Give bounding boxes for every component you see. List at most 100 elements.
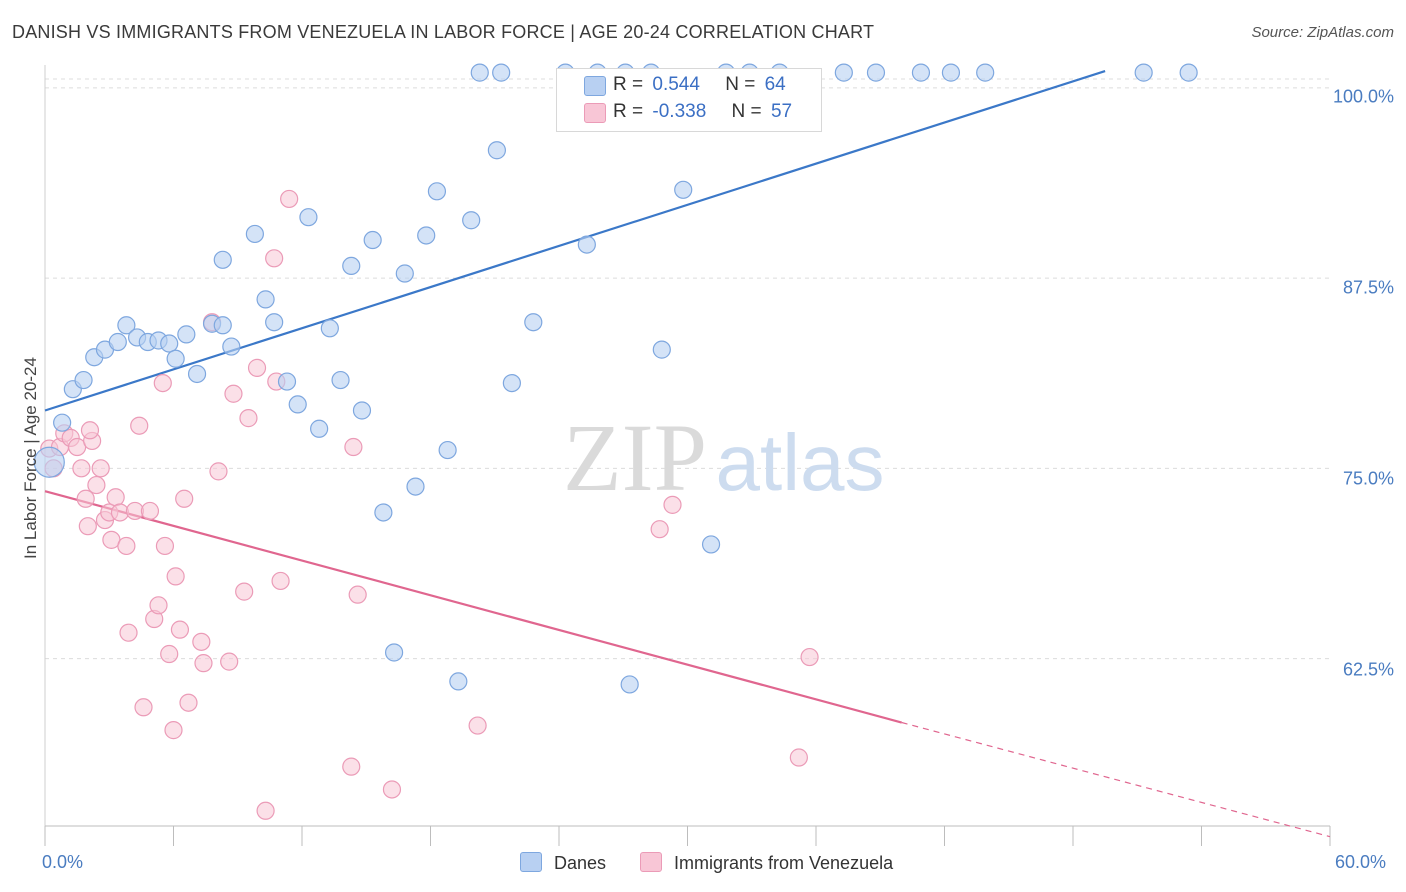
danes-point (462, 211, 481, 230)
danes-point (449, 672, 468, 691)
x-tick-label: 0.0% (42, 852, 84, 872)
venezuela-point (110, 503, 130, 522)
venezuela-point (265, 249, 284, 268)
venezuela-point (235, 582, 254, 601)
danes-point (701, 535, 721, 554)
venezuela-point (256, 801, 275, 820)
n-label: N = (731, 101, 762, 122)
venezuela-point (106, 488, 125, 507)
danes-point (33, 446, 65, 478)
venezuela-point (194, 654, 213, 673)
legend-item-venezuela[interactable]: Immigrants from Venezuela (640, 852, 893, 874)
venezuela-point (468, 716, 487, 735)
danes-trend-line (44, 70, 1106, 412)
danes-point (117, 316, 136, 335)
venezuela-point (192, 632, 211, 651)
watermark-zip: ZIP (563, 404, 707, 511)
danes-point (74, 370, 93, 390)
r-value: 0.544 (652, 74, 700, 95)
y-tick-label: 62.5% (1342, 659, 1394, 680)
danes-point (1134, 63, 1153, 82)
danes-point (166, 349, 185, 368)
n-value: 64 (764, 74, 786, 95)
danes-point (487, 141, 506, 160)
danes-point (310, 419, 329, 438)
venezuela-point (179, 693, 198, 712)
danes-point (288, 395, 307, 414)
danes-point (976, 63, 995, 82)
danes-point (438, 440, 457, 460)
venezuela-point (220, 652, 239, 671)
r-value: -0.338 (652, 101, 707, 122)
danes-point (395, 264, 414, 283)
venezuela-point (209, 462, 228, 481)
chart-title: DANISH VS IMMIGRANTS FROM VENEZUELA IN L… (12, 22, 875, 42)
danes-point (1179, 63, 1198, 82)
danes-point (265, 313, 284, 332)
venezuela-point (789, 748, 808, 767)
venezuela-point (280, 189, 299, 209)
danes-point (417, 226, 436, 245)
n-value: 57 (770, 101, 793, 122)
venezuela-point (130, 416, 149, 435)
venezuela-point (153, 373, 172, 393)
danes-point (492, 63, 511, 82)
danes-point (834, 63, 853, 82)
danes-points (33, 63, 1198, 694)
venezuela-swatch (584, 103, 606, 123)
venezuela-trend-line (44, 490, 902, 724)
danes-point (911, 63, 931, 82)
venezuela-point (164, 721, 183, 740)
venezuela-point (166, 567, 185, 586)
venezuela-trend-extension (901, 721, 1331, 838)
y-axis-label: In Labor Force | Age 20-24 (21, 357, 40, 559)
venezuela-point (140, 501, 160, 521)
danes-point (524, 313, 543, 332)
danes-swatch (584, 76, 606, 96)
venezuela-point (80, 421, 100, 440)
watermark-atlas: atlas (716, 418, 885, 507)
venezuela-point (87, 475, 106, 495)
r-label: R = (613, 101, 644, 122)
venezuela-point (650, 520, 669, 539)
venezuela-point (170, 620, 190, 639)
venezuela-point (119, 623, 138, 642)
danes-point (374, 503, 393, 522)
danes-point (53, 413, 72, 432)
danes-point (108, 332, 127, 352)
n-label: N = (725, 74, 756, 95)
venezuela-point (117, 536, 136, 556)
danes-trend (44, 70, 1106, 412)
danes-point (213, 250, 232, 269)
venezuela-point (224, 384, 243, 403)
x-tick-label: 60.0% (1335, 852, 1387, 872)
danes-point (277, 372, 297, 391)
venezuela-point (175, 489, 194, 508)
venezuela-point (134, 698, 153, 717)
danes-point (674, 180, 693, 199)
danes-point (470, 63, 489, 82)
venezuela-point (72, 459, 91, 478)
danes-point (352, 401, 372, 420)
danes-point (577, 235, 596, 254)
venezuela-point (78, 517, 97, 536)
venezuela-point (239, 409, 258, 428)
danes-point (384, 643, 404, 662)
venezuela-point (91, 459, 110, 478)
danes-point (342, 256, 361, 276)
danes-point (299, 208, 318, 227)
venezuela-point (76, 489, 95, 508)
danes-point (406, 477, 425, 496)
y-tick-label: 75.0% (1342, 468, 1394, 489)
source-label: Source: ZipAtlas.com (1251, 24, 1394, 41)
venezuela-legend-swatch (640, 852, 662, 872)
danes-point (502, 373, 521, 393)
r-label: R = (613, 74, 644, 95)
venezuela-point (149, 596, 168, 615)
danes-point (213, 316, 232, 335)
venezuela-point (247, 358, 267, 377)
venezuela-point (382, 780, 402, 799)
danes-legend-swatch (520, 852, 542, 872)
legend-item-danes[interactable]: Danes (520, 852, 606, 874)
y-tick-label: 87.5% (1342, 277, 1394, 298)
